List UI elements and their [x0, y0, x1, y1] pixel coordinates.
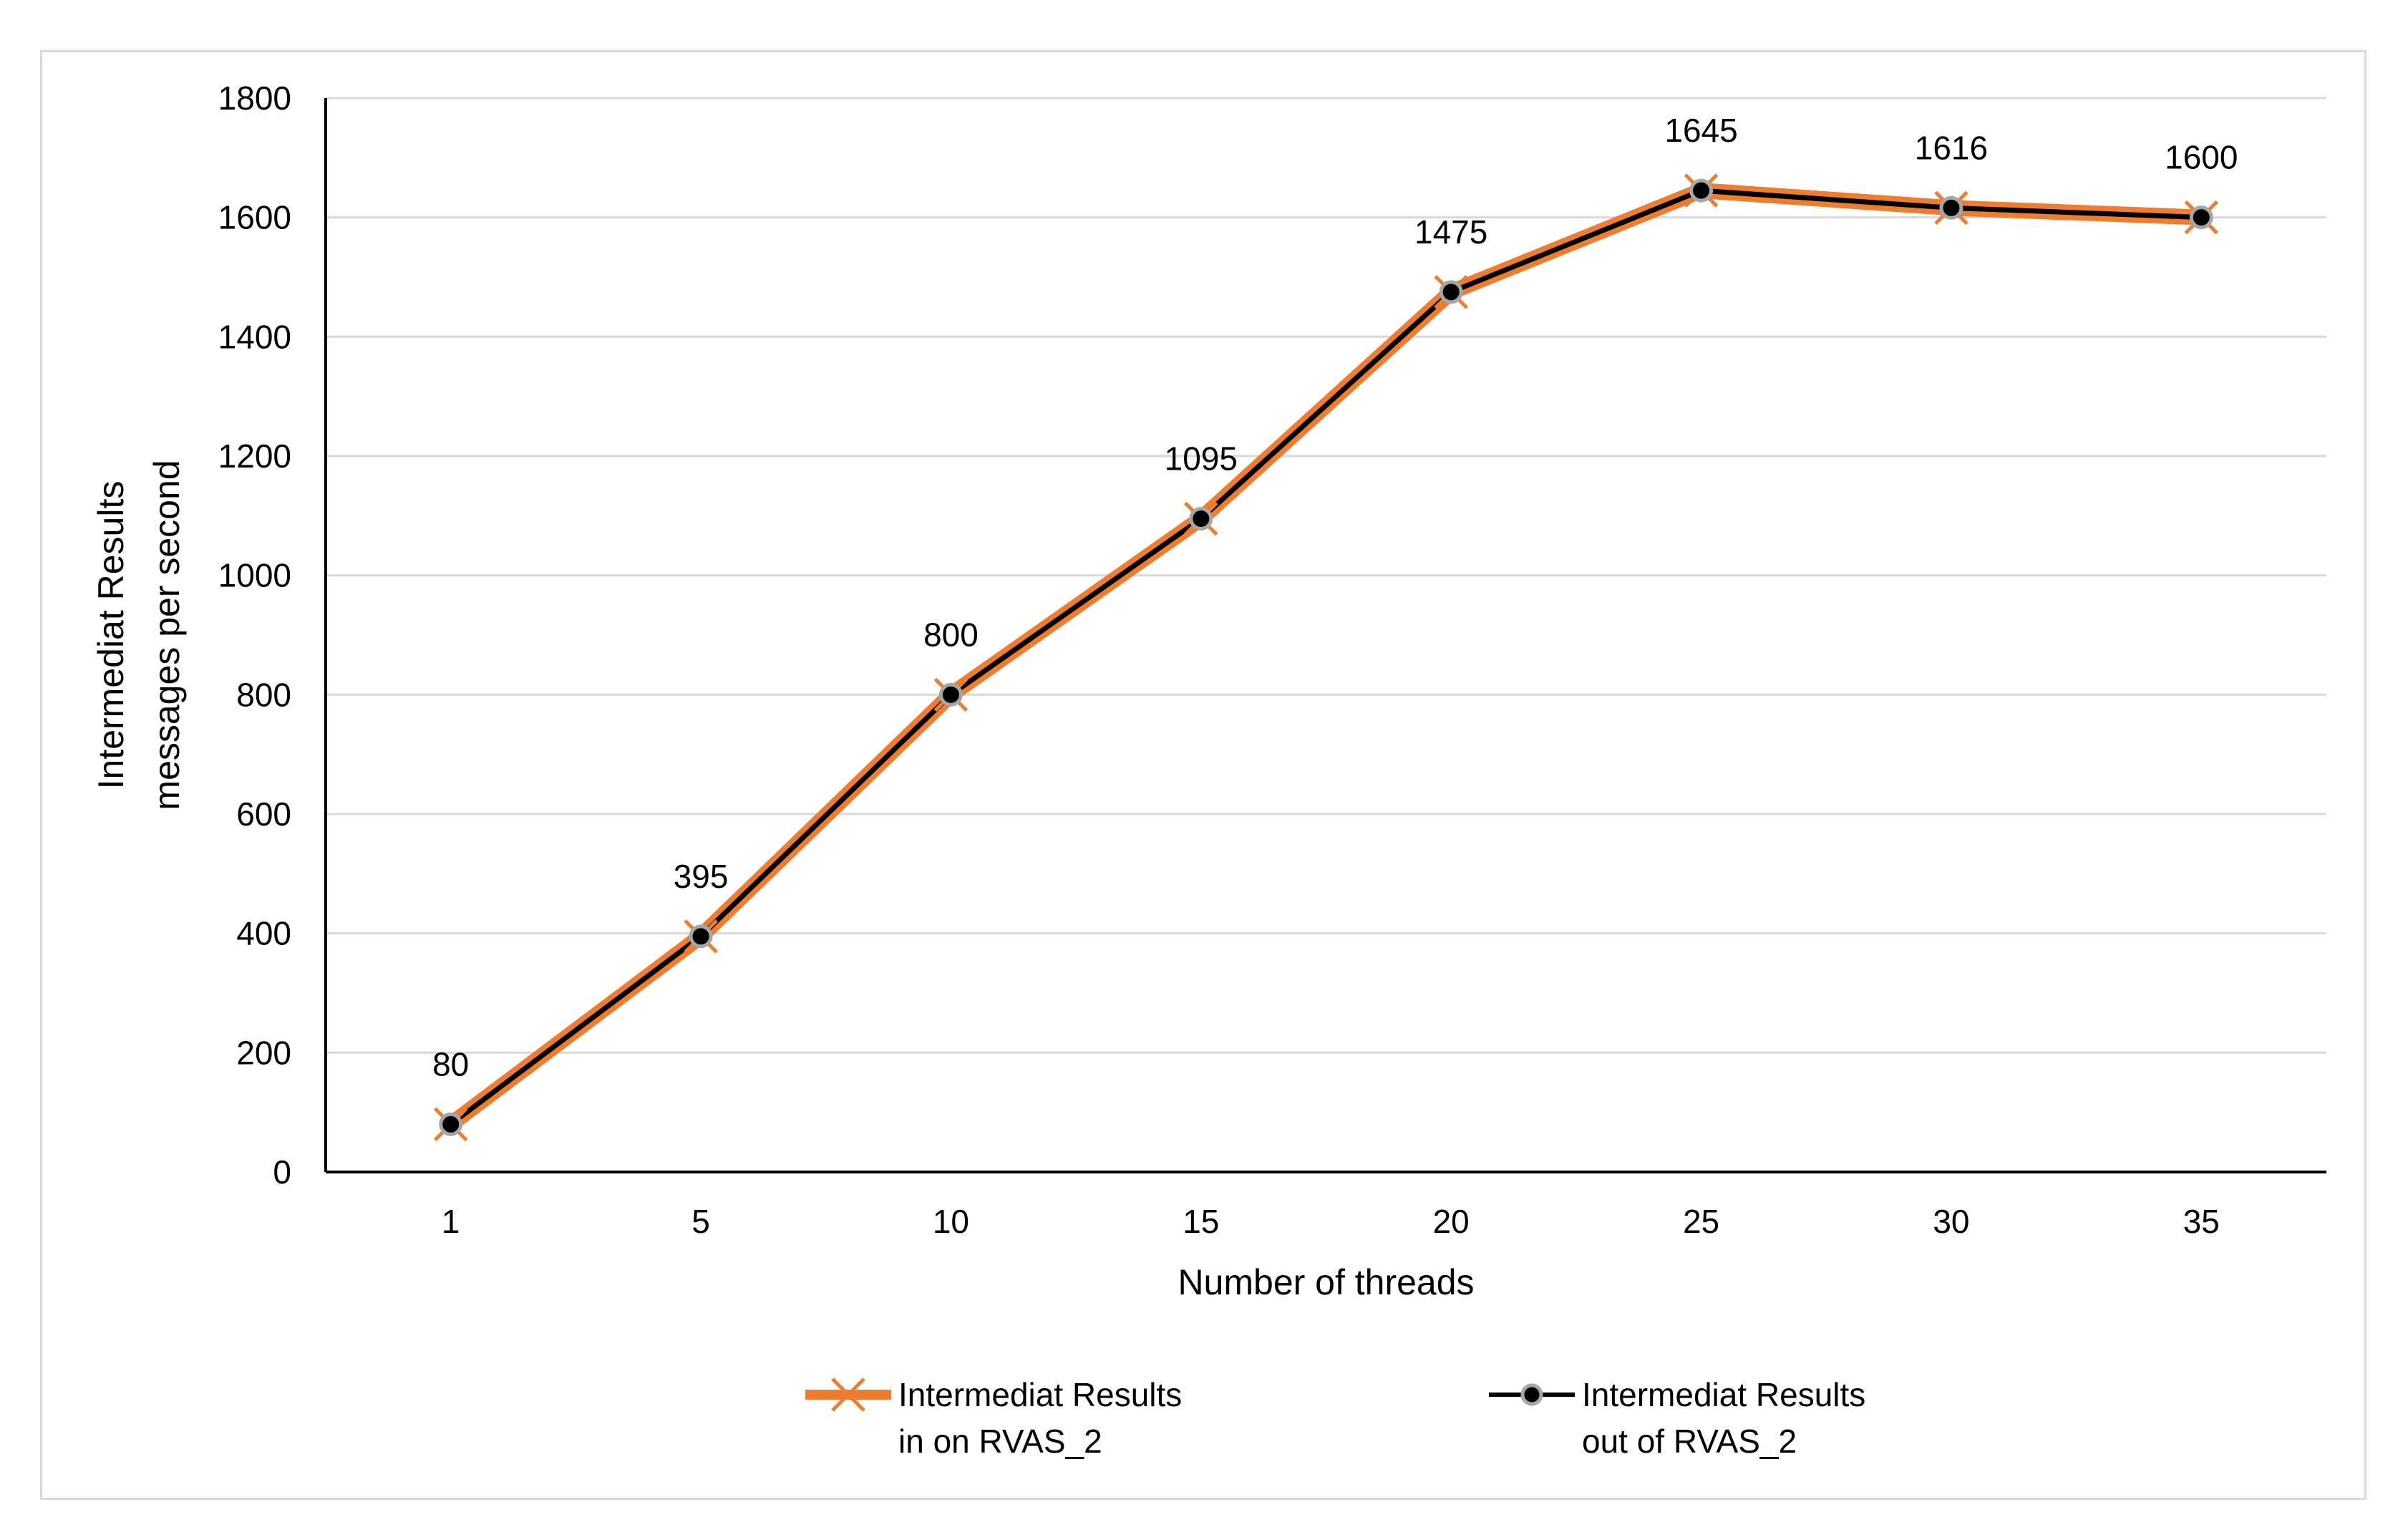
axes: [324, 98, 2326, 1173]
x-tick-labels: 1 5 10 15 20 25 30 35: [442, 1203, 2220, 1240]
series-1-marker-3: [1189, 507, 1213, 531]
x-tick-label-25: 25: [1683, 1203, 1719, 1240]
x-tick-label-1: 1: [442, 1203, 460, 1240]
data-label-2: 800: [923, 616, 979, 653]
legend-item-out-of: Intermediat Results out of RVAS_2: [1489, 1376, 1865, 1460]
y-axis-title-line-1: Intermediat Results: [91, 481, 131, 790]
series-1-marker-7: [2189, 205, 2213, 230]
series-1-marker-6: [1939, 195, 1963, 220]
y-tick-label-800: 800: [236, 676, 291, 713]
legend-swatch-x-marker: [831, 1377, 865, 1412]
series-lines: [442, 183, 2210, 1133]
data-label-6: 1616: [1915, 129, 1988, 166]
y-tick-label-200: 200: [236, 1034, 291, 1071]
legend: Intermediat Results in on RVAS_2 Interme…: [805, 1376, 1865, 1460]
x-tick-label-20: 20: [1433, 1203, 1470, 1240]
series-1-marker-1: [689, 924, 713, 949]
legend-label-in-on-line-1: Intermediat Results: [898, 1376, 1182, 1413]
y-axis-title-line-2: messages per second: [147, 460, 187, 810]
series-line-0: [442, 183, 2210, 1133]
series-markers: [433, 173, 2219, 1142]
x-tick-label-30: 30: [1933, 1203, 1969, 1240]
y-tick-label-1000: 1000: [218, 557, 291, 594]
data-label-4: 1475: [1414, 213, 1487, 251]
data-label-7: 1600: [2165, 139, 2238, 176]
x-tick-label-15: 15: [1183, 1203, 1219, 1240]
y-tick-labels: 0 200 400 600 800 1000 1200 1400 1600 1800: [218, 79, 291, 1191]
y-tick-label-1200: 1200: [218, 437, 291, 475]
x-tick-label-10: 10: [933, 1203, 969, 1240]
series-1-marker-0: [439, 1112, 463, 1136]
chart-frame: [40, 50, 2366, 1500]
series-line-1: [448, 188, 2204, 1127]
x-axis-title: Number of threads: [1178, 1262, 1474, 1302]
legend-label-out-of-line-2: out of RVAS_2: [1582, 1423, 1797, 1460]
legend-item-in-on: Intermediat Results in on RVAS_2: [805, 1376, 1182, 1460]
y-tick-label-1800: 1800: [218, 79, 291, 117]
x-tick-label-35: 35: [2183, 1203, 2220, 1240]
series-1-marker-5: [1689, 178, 1714, 203]
y-tick-label-1400: 1400: [218, 318, 291, 355]
series-1-marker-2: [938, 682, 963, 707]
series-1-marker-4: [1439, 280, 1463, 304]
y-tick-label-1600: 1600: [218, 199, 291, 236]
x-tick-label-5: 5: [691, 1203, 710, 1240]
legend-x-marker-shape-stroke-2: [831, 1377, 865, 1412]
legend-label-out-of-line-1: Intermediat Results: [1582, 1376, 1865, 1413]
y-tick-label-600: 600: [236, 795, 291, 833]
data-labels: 80 395 800 1095 1475 1645 1616 1600: [432, 112, 2238, 1083]
y-axis-title: Intermediat Results messages per second: [91, 460, 187, 810]
data-label-5: 1645: [1664, 112, 1737, 149]
data-label-0: 80: [432, 1045, 469, 1083]
legend-label-in-on-line-2: in on RVAS_2: [898, 1423, 1102, 1460]
gridlines: [326, 97, 2326, 1054]
y-tick-label-400: 400: [236, 915, 291, 952]
legend-x-marker-shape: [831, 1377, 865, 1412]
data-label-3: 1095: [1165, 440, 1238, 478]
legend-swatch-circle-marker: [1520, 1383, 1543, 1406]
y-tick-label-0: 0: [273, 1153, 291, 1191]
data-label-1: 395: [674, 858, 729, 895]
